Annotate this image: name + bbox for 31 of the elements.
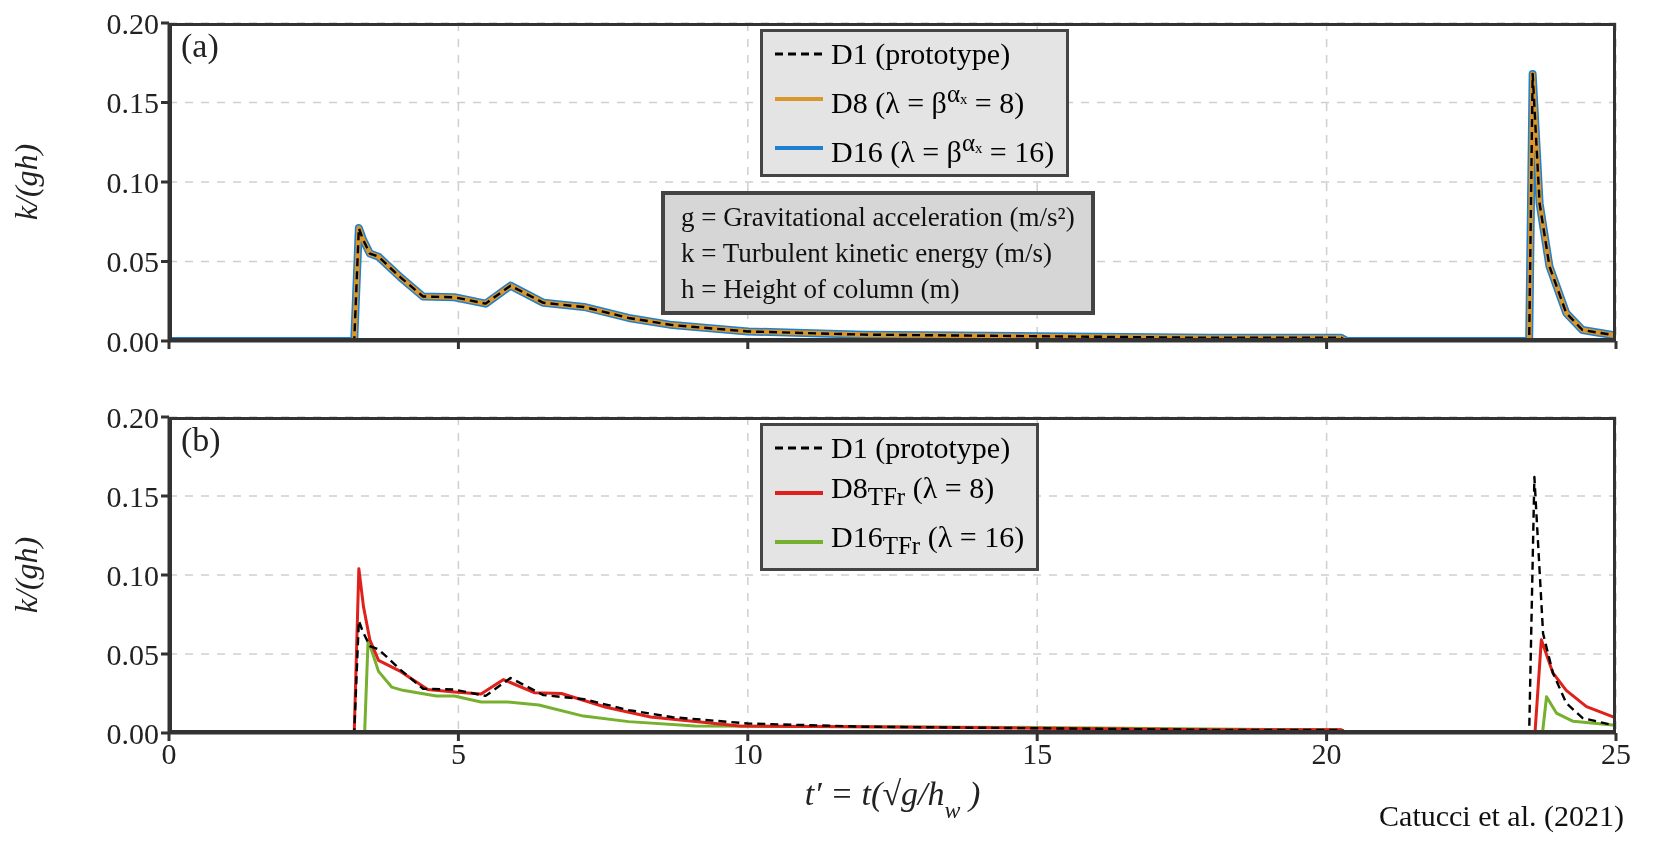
y-tick-label: 0.10 <box>106 165 159 199</box>
x-tick-label: 15 <box>1022 737 1053 771</box>
legend-label: D16 (λ = β$^{αₓ}$ = 16) <box>831 128 1055 170</box>
x-axis-title: t′ = t(√g/h$_{w}$) <box>804 775 981 823</box>
annotation: k = Turbulent kinetic energy (m/s) <box>681 237 1053 271</box>
legend-label: D1 (prototype) <box>831 430 1011 466</box>
text: Catucci et al. (2021) <box>1379 799 1624 833</box>
y-tick-label: 0.05 <box>106 245 159 279</box>
legend-label: D1 (prototype) <box>831 36 1011 72</box>
annotation: (b) <box>181 421 221 459</box>
x-tick-label: 25 <box>1601 737 1631 771</box>
y-tick-label: 0.15 <box>106 86 159 120</box>
legend-label: D8$_{TFr}$ (λ = 8) <box>831 470 995 512</box>
y-tick-label: 0.00 <box>106 324 159 358</box>
y-axis-title: k/(gh) <box>8 536 45 614</box>
y-tick-label: 0.05 <box>106 637 159 671</box>
y-tick-label: 0.20 <box>106 400 159 434</box>
x-tick-label: 0 <box>161 737 177 771</box>
y-tick-label: 0.00 <box>106 716 159 750</box>
legend-label: D8 (λ = β$^{αₓ}$ = 8) <box>831 79 1025 121</box>
annotation: (a) <box>181 27 219 65</box>
y-axis-title: k/(gh) <box>8 143 45 221</box>
x-tick-label: 20 <box>1311 737 1342 771</box>
legend-label: D16$_{TFr}$ (λ = 16) <box>831 519 1025 561</box>
y-tick-label: 0.20 <box>106 6 159 40</box>
annotation: h = Height of column (m) <box>681 273 961 307</box>
x-tick-label: 10 <box>732 737 763 771</box>
y-tick-label: 0.15 <box>106 479 159 513</box>
x-tick-label: 5 <box>450 737 466 771</box>
y-tick-label: 0.10 <box>106 558 159 592</box>
annotation: g = Gravitational acceleration (m/s²) <box>681 201 1075 235</box>
